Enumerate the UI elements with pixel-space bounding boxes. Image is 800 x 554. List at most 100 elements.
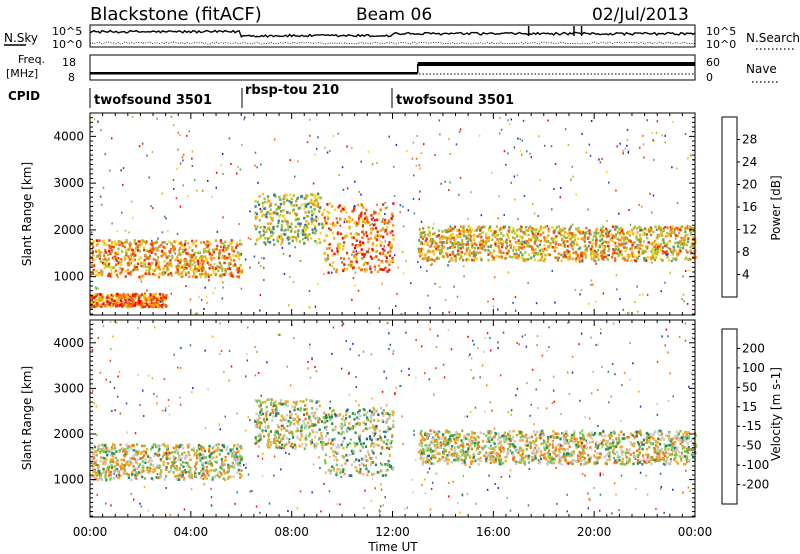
data-cell <box>354 284 356 287</box>
data-cell <box>343 205 346 209</box>
data-cell <box>212 270 215 274</box>
data-cell <box>328 263 332 266</box>
data-cell <box>178 474 181 477</box>
data-cell <box>155 240 158 243</box>
data-cell <box>373 419 376 422</box>
data-cell <box>422 227 425 230</box>
data-cell <box>262 213 265 217</box>
data-cell <box>575 242 578 245</box>
data-cell <box>587 208 589 211</box>
data-cell <box>632 227 635 230</box>
data-cell <box>265 418 269 421</box>
data-cell <box>231 452 234 456</box>
data-cell <box>360 211 363 215</box>
data-cell <box>100 477 103 480</box>
data-cell <box>133 458 137 461</box>
data-cell <box>100 129 102 132</box>
data-cell <box>129 270 132 274</box>
data-cell <box>591 248 594 251</box>
data-cell <box>199 453 202 456</box>
data-cell <box>638 453 641 457</box>
data-cell <box>164 304 167 307</box>
data-cell <box>177 445 180 449</box>
data-cell <box>291 204 294 207</box>
data-cell <box>627 150 630 153</box>
data-cell <box>460 256 463 259</box>
data-cell <box>201 456 204 460</box>
data-cell <box>380 469 383 472</box>
data-cell <box>93 264 96 267</box>
data-cell <box>261 192 264 196</box>
data-cell <box>605 232 608 235</box>
data-cell <box>266 398 269 402</box>
data-cell <box>136 249 139 252</box>
data-cell <box>155 249 158 252</box>
data-cell <box>379 268 382 271</box>
data-cell <box>487 236 490 240</box>
data-cell <box>261 401 265 404</box>
data-cell <box>618 251 622 255</box>
data-cell <box>585 247 588 250</box>
data-cell <box>524 232 527 236</box>
data-cell <box>531 251 534 255</box>
data-cell <box>272 238 275 241</box>
data-cell <box>283 230 285 232</box>
data-cell <box>456 252 459 256</box>
data-cell <box>646 236 649 240</box>
data-cell <box>500 245 504 249</box>
data-cell <box>418 249 421 253</box>
data-cell <box>314 423 317 427</box>
data-cell <box>615 274 618 277</box>
data-cell <box>553 246 556 249</box>
data-cell <box>594 254 597 257</box>
data-cell <box>105 296 108 300</box>
data-cell <box>370 415 373 418</box>
data-cell <box>580 230 583 233</box>
data-cell <box>270 231 273 234</box>
data-cell <box>272 225 275 229</box>
data-cell <box>120 263 123 266</box>
data-cell <box>395 143 398 146</box>
data-cell <box>436 430 439 433</box>
data-cell <box>332 469 336 472</box>
data-cell <box>101 273 104 277</box>
data-cell <box>179 275 182 278</box>
data-cell <box>342 188 345 191</box>
data-cell <box>327 254 330 257</box>
data-cell <box>364 427 367 430</box>
data-cell <box>585 226 588 230</box>
data-cell <box>186 461 189 465</box>
data-cell <box>110 245 113 248</box>
data-cell <box>207 474 210 477</box>
data-cell <box>685 243 688 247</box>
data-cell <box>154 466 157 470</box>
data-cell <box>256 425 259 429</box>
data-cell <box>676 226 679 230</box>
data-cell <box>91 460 95 464</box>
data-cell <box>581 232 584 235</box>
data-cell <box>517 256 520 260</box>
data-cell <box>600 227 603 230</box>
data-cell <box>392 411 395 414</box>
data-cell <box>575 227 578 231</box>
data-cell <box>186 134 188 137</box>
data-cell <box>232 249 235 253</box>
data-cell <box>503 214 505 216</box>
data-cell <box>563 251 566 254</box>
data-cell <box>146 289 148 292</box>
data-cell <box>676 167 678 170</box>
data-cell <box>379 208 382 212</box>
data-cell <box>384 430 387 434</box>
data-cell <box>123 255 126 259</box>
data-cell <box>517 254 520 257</box>
data-cell <box>197 269 200 272</box>
data-cell <box>129 457 132 460</box>
data-cell <box>532 255 536 258</box>
data-cell <box>632 232 635 235</box>
data-cell <box>367 240 370 244</box>
data-cell <box>107 296 110 300</box>
data-cell <box>265 415 268 419</box>
data-cell <box>513 246 516 249</box>
data-cell <box>237 276 240 279</box>
data-cell <box>679 249 682 253</box>
